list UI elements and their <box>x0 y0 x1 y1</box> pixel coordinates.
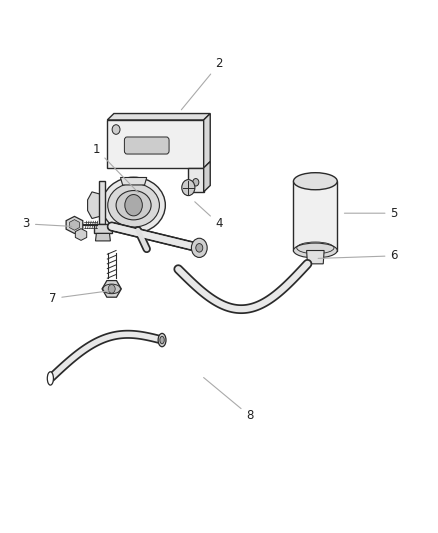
Ellipse shape <box>116 190 151 220</box>
Circle shape <box>108 285 115 293</box>
Circle shape <box>112 125 120 134</box>
Polygon shape <box>293 181 337 251</box>
Polygon shape <box>95 233 110 241</box>
Text: 4: 4 <box>195 202 223 230</box>
Polygon shape <box>107 114 210 120</box>
Text: 3: 3 <box>23 217 72 230</box>
Polygon shape <box>66 216 83 233</box>
Text: 1: 1 <box>92 143 138 192</box>
Circle shape <box>182 180 195 196</box>
Text: 2: 2 <box>181 58 223 110</box>
FancyBboxPatch shape <box>124 137 169 154</box>
Circle shape <box>125 195 142 216</box>
Text: 5: 5 <box>344 207 398 220</box>
Circle shape <box>191 238 207 257</box>
Polygon shape <box>99 181 105 224</box>
Ellipse shape <box>102 177 166 233</box>
Polygon shape <box>75 229 87 240</box>
Ellipse shape <box>293 243 337 258</box>
Text: 8: 8 <box>204 377 253 422</box>
Polygon shape <box>94 224 112 233</box>
Polygon shape <box>204 114 210 168</box>
Circle shape <box>193 179 199 186</box>
Polygon shape <box>107 120 204 168</box>
Ellipse shape <box>108 183 159 227</box>
Ellipse shape <box>47 372 53 385</box>
Polygon shape <box>88 192 102 219</box>
Text: 7: 7 <box>49 291 109 305</box>
Polygon shape <box>307 251 324 264</box>
Polygon shape <box>204 161 210 192</box>
Ellipse shape <box>160 336 164 344</box>
Polygon shape <box>120 177 147 185</box>
Circle shape <box>196 244 203 252</box>
Polygon shape <box>102 280 121 297</box>
Ellipse shape <box>103 284 120 294</box>
Polygon shape <box>70 220 79 230</box>
Polygon shape <box>188 168 204 192</box>
Text: 6: 6 <box>318 249 398 262</box>
Ellipse shape <box>293 173 337 190</box>
Ellipse shape <box>158 334 166 346</box>
